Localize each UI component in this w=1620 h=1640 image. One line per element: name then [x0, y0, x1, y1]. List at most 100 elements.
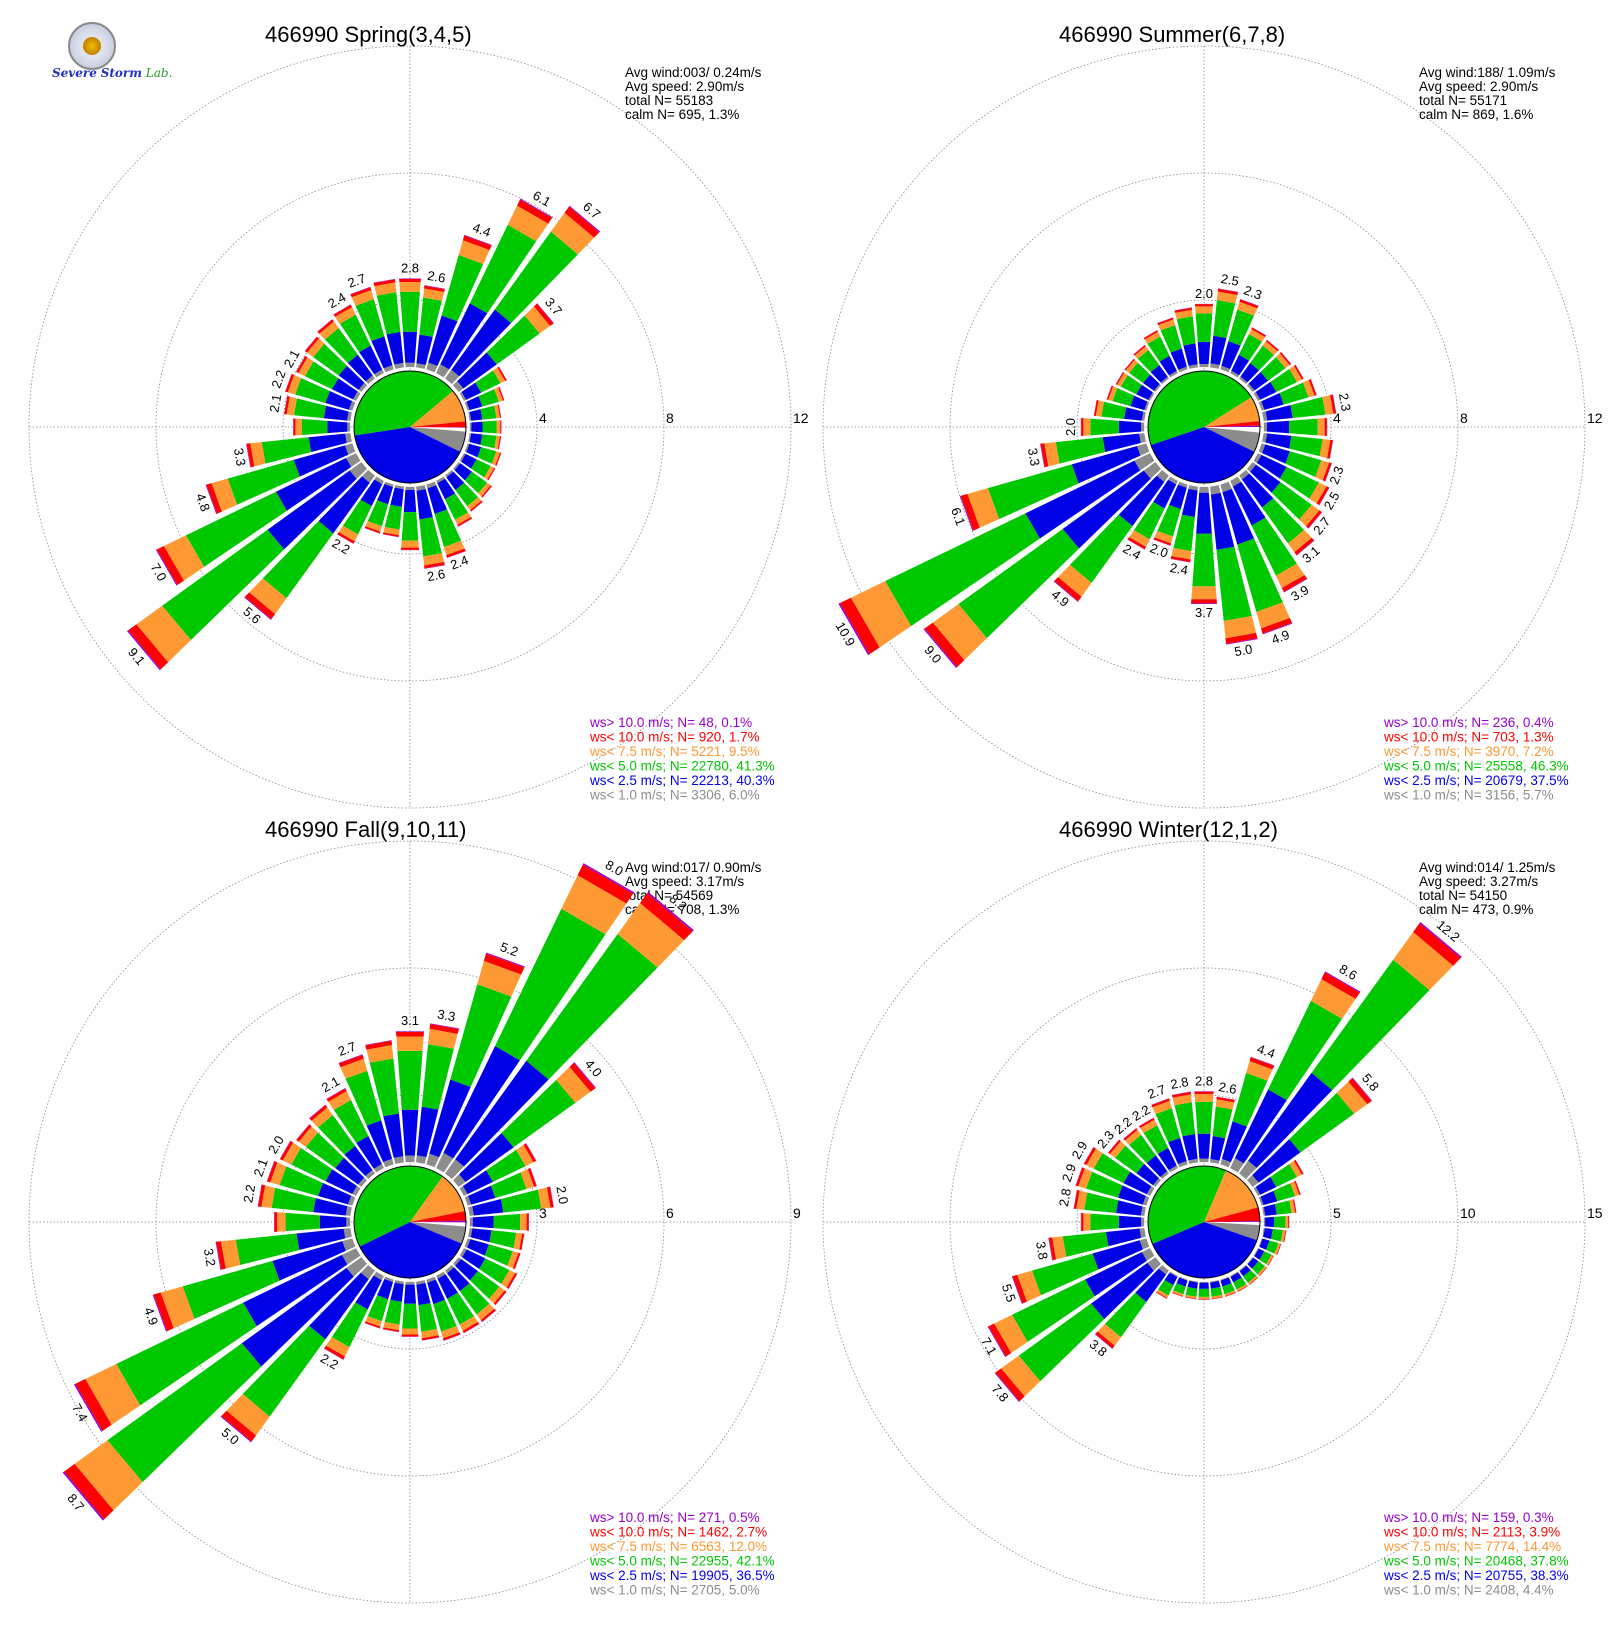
wind-bar-segment [1413, 923, 1461, 966]
wind-bar-segment [393, 1156, 404, 1164]
stats-line: Avg wind:188/ 1.09m/s [1419, 65, 1556, 80]
wind-bar-segment [1106, 385, 1112, 400]
wind-bar-segment [617, 903, 685, 968]
wind-bar-segment [185, 491, 287, 567]
wind-bar-segment [1265, 339, 1279, 352]
wind-bar-segment [1262, 1206, 1266, 1216]
legend-entry: ws< 10.0 m/s; N= 1462, 2.7% [589, 1525, 767, 1540]
wind-bar-segment [374, 476, 384, 485]
bar-value-label: 3.3 [1025, 447, 1043, 467]
wind-bar-segment [1083, 1146, 1094, 1164]
wind-bar-segment [1188, 1158, 1198, 1164]
wind-bar-segment [346, 411, 352, 421]
wind-bar-segment [343, 1228, 352, 1239]
wind-bar-segment [1188, 485, 1198, 491]
wind-bar-segment [383, 365, 394, 373]
pie-slice [410, 1176, 465, 1222]
pie-slice [1148, 370, 1252, 445]
wind-bar-segment [1142, 1195, 1150, 1206]
wind-bar-segment [478, 482, 491, 497]
wind-bar-segment [1101, 401, 1127, 419]
wind-bar-segment [1170, 558, 1191, 563]
wind-bar-segment [1156, 1291, 1168, 1299]
pie-slice [1204, 1207, 1260, 1222]
wind-bar-segment [403, 1284, 417, 1304]
wind-bar-segment [365, 375, 375, 384]
wind-bar-segment [382, 532, 400, 537]
wind-bar-segment [1308, 511, 1323, 529]
wind-bar-segment [994, 1372, 1020, 1402]
wind-bar-segment [464, 1238, 471, 1248]
wind-bar-segment [1279, 352, 1292, 366]
wind-bar-segment [1277, 1243, 1282, 1255]
wind-bar-segment [1251, 517, 1297, 576]
wind-bar-segment [1091, 1262, 1154, 1320]
wind-bar-segment [235, 1233, 300, 1265]
wind-bar-segment [1270, 369, 1297, 393]
wind-bar-segment [1216, 546, 1252, 621]
wind-bar-segment [1220, 1277, 1232, 1287]
wind-bar-segment [152, 1294, 168, 1332]
wind-bar-segment [1289, 1160, 1302, 1178]
wind-bar-segment [1210, 1287, 1223, 1297]
wind-bar-segment [1247, 383, 1255, 392]
wind-bar-segment [464, 234, 492, 246]
wind-bar-segment [839, 597, 880, 655]
wind-bar-segment [1194, 1091, 1214, 1095]
wind-bar-segment [1310, 378, 1317, 396]
wind-bar-segment [285, 1212, 320, 1232]
wind-bar-segment [365, 1169, 375, 1179]
wind-bar-segment [1158, 1265, 1169, 1275]
wind-bar-segment [1172, 1292, 1183, 1297]
wind-bar-segment [396, 1036, 424, 1051]
wind-bar-segment [416, 485, 426, 491]
wind-bar-segment [403, 331, 417, 363]
wind-bar-segment [62, 1471, 105, 1521]
wind-bar-segment [1285, 451, 1322, 478]
wind-bar-segment [470, 1228, 492, 1243]
wind-bar-segment [427, 1279, 446, 1305]
wind-bar-segment [1249, 1277, 1259, 1286]
wind-bar-segment [399, 282, 421, 292]
wind-bar-segment [258, 1184, 266, 1207]
wind-bar-segment [1236, 1284, 1248, 1292]
wind-bar-segment [1215, 1099, 1235, 1110]
wind-bar-segment [1223, 615, 1257, 639]
wind-bar-segment [1262, 498, 1305, 544]
wind-bar-segment [1196, 492, 1212, 534]
wind-bar-segment [338, 525, 359, 542]
wind-bar-segment [352, 391, 361, 401]
wind-bar-segment [469, 1217, 473, 1227]
wind-bar-segment [1054, 577, 1082, 602]
wind-bar-segment [1134, 453, 1155, 471]
wind-bar-segment [400, 291, 420, 332]
wind-bar-segment [582, 863, 635, 894]
wind-bar-segment [1118, 420, 1141, 434]
pie-outline [1147, 370, 1261, 484]
wind-bar-segment [244, 596, 272, 620]
wind-bar-segment [1261, 617, 1293, 634]
wind-bar-segment [360, 479, 383, 507]
wind-bar-segment [1147, 1257, 1161, 1271]
wind-bar-segment [226, 1393, 270, 1436]
stats-line: Avg speed: 2.90m/s [625, 79, 744, 94]
wind-bar-segment [469, 224, 537, 314]
wind-bar-segment [419, 517, 442, 557]
wind-bar-segment [1090, 1213, 1119, 1231]
wind-bar-segment [1262, 433, 1268, 443]
pie-slice [410, 421, 466, 428]
wind-bar-segment [1247, 1275, 1258, 1285]
wind-bar-segment [1263, 422, 1268, 432]
wind-bar-segment [1081, 1212, 1084, 1232]
wind-bar-segment [1240, 362, 1260, 383]
wind-bar-segment [282, 1142, 301, 1165]
wind-bar-segment [459, 1132, 514, 1182]
wind-bar-segment [1258, 1238, 1263, 1248]
wind-bar-segment [1252, 327, 1267, 336]
wind-bar-segment [498, 386, 505, 401]
wind-bar-segment [369, 1058, 399, 1117]
wind-bar-segment [1290, 1181, 1300, 1197]
wind-bar-segment [220, 1416, 252, 1443]
wind-bar-segment [482, 1310, 497, 1323]
wind-bar-segment [436, 364, 450, 378]
